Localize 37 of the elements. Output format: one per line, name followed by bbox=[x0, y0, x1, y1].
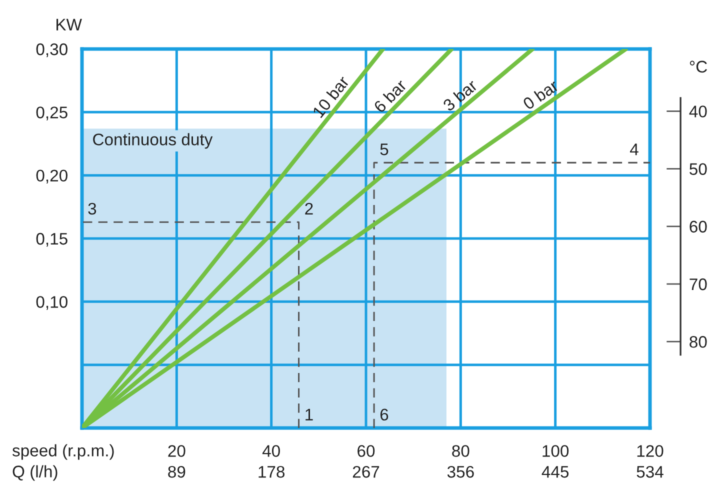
x2-tick-label: 356 bbox=[447, 466, 474, 478]
x2-tick-label: 267 bbox=[352, 466, 380, 478]
y-tick-label: 0,25 bbox=[36, 106, 68, 120]
x-tick-label: 20 bbox=[168, 445, 186, 457]
x2-tick-label: 534 bbox=[636, 466, 664, 478]
x2-tick-label: 445 bbox=[542, 466, 569, 478]
y2-tick-label: 60 bbox=[690, 220, 707, 233]
text: 0 bar bbox=[522, 78, 560, 110]
x2-axis-title: Q (l/h) bbox=[12, 465, 58, 481]
y2-tick-label: 50 bbox=[690, 163, 707, 176]
annotation: 1 bbox=[306, 408, 313, 420]
y2-tick-label: 40 bbox=[689, 106, 707, 118]
y-tick-label: 0,15 bbox=[36, 232, 68, 247]
x-axis-title: speed (r.p.m.) bbox=[12, 444, 114, 460]
text: 3 bar bbox=[442, 78, 478, 112]
x-tick-label: 60 bbox=[358, 445, 375, 457]
annotation: 2 bbox=[305, 202, 313, 214]
text: 10 bar bbox=[312, 74, 350, 118]
x-tick-label: 40 bbox=[262, 445, 280, 457]
y-tick-label: 0,20 bbox=[36, 170, 68, 184]
x-tick-label: 80 bbox=[452, 445, 470, 457]
annotation: 6 bbox=[380, 408, 388, 421]
annotation: 4 bbox=[630, 144, 638, 156]
annotation: 5 bbox=[380, 144, 388, 156]
text: 6 bar bbox=[372, 78, 408, 114]
x-tick-label: 100 bbox=[542, 445, 569, 457]
y2-tick-label: 70 bbox=[690, 278, 707, 290]
x-tick-label: 120 bbox=[637, 445, 664, 457]
y2-tick-label: 80 bbox=[690, 336, 707, 348]
y2-axis-title: °C bbox=[690, 60, 707, 73]
y-tick-label: 0,10 bbox=[36, 296, 68, 310]
annotation: 3 bbox=[88, 202, 96, 215]
x2-tick-label: 178 bbox=[258, 466, 285, 478]
y-axis-title: KW bbox=[56, 18, 82, 30]
series-label: Continuous duty bbox=[93, 133, 213, 149]
y-tick-label: 0,30 bbox=[36, 43, 68, 58]
x2-tick-label: 89 bbox=[168, 466, 186, 478]
